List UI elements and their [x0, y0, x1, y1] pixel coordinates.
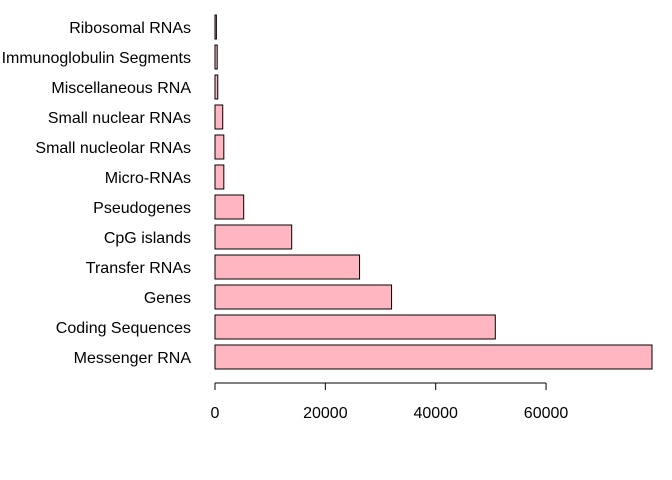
bar-cpg-islands — [214, 224, 293, 250]
bar-small-nuclear-rnas — [214, 104, 224, 130]
category-label-coding-sequences: Coding Sequences — [56, 320, 191, 337]
x-tick-label-0: 0 — [211, 405, 220, 422]
category-label-transfer-rnas: Transfer RNAs — [86, 260, 191, 277]
category-label-immunoglobulin-segments: Immunoglobulin Segments — [2, 50, 191, 67]
category-label-messenger-rna: Messenger RNA — [74, 350, 192, 367]
bar-coding-sequences — [214, 314, 496, 340]
category-labels-group: Messenger RNA Coding Sequences Genes Transf… — [2, 20, 192, 367]
category-label-cpg-islands: CpG islands — [104, 230, 191, 247]
category-label-miscellaneous-rna: Miscellaneous RNA — [51, 80, 191, 97]
category-label-genes: Genes — [144, 290, 191, 307]
x-tick-label-60000: 60000 — [524, 405, 569, 422]
bar-immunoglobulin-segments — [214, 44, 218, 70]
x-axis: 0 20000 40000 60000 — [211, 382, 569, 422]
bar-miscellaneous-rna — [214, 74, 219, 100]
x-tick-label-40000: 40000 — [413, 405, 458, 422]
bar-ribosomal-rnas — [214, 14, 217, 40]
category-label-small-nuclear-rnas: Small nuclear RNAs — [48, 110, 191, 127]
bar-genes — [214, 284, 393, 310]
category-label-small-nucleolar-rnas: Small nucleolar RNAs — [35, 140, 191, 157]
bar-pseudogenes — [214, 194, 245, 220]
bars-group — [214, 14, 653, 370]
category-label-micro-rnas: Micro-RNAs — [105, 170, 191, 187]
bar-messenger-rna — [214, 344, 653, 370]
bar-transfer-rnas — [214, 254, 361, 280]
bar-small-nucleolar-rnas — [214, 134, 225, 160]
x-tick-label-20000: 20000 — [303, 405, 348, 422]
bar-micro-rnas — [214, 164, 225, 190]
category-label-pseudogenes: Pseudogenes — [93, 200, 191, 217]
category-label-ribosomal-rnas: Ribosomal RNAs — [69, 20, 191, 37]
